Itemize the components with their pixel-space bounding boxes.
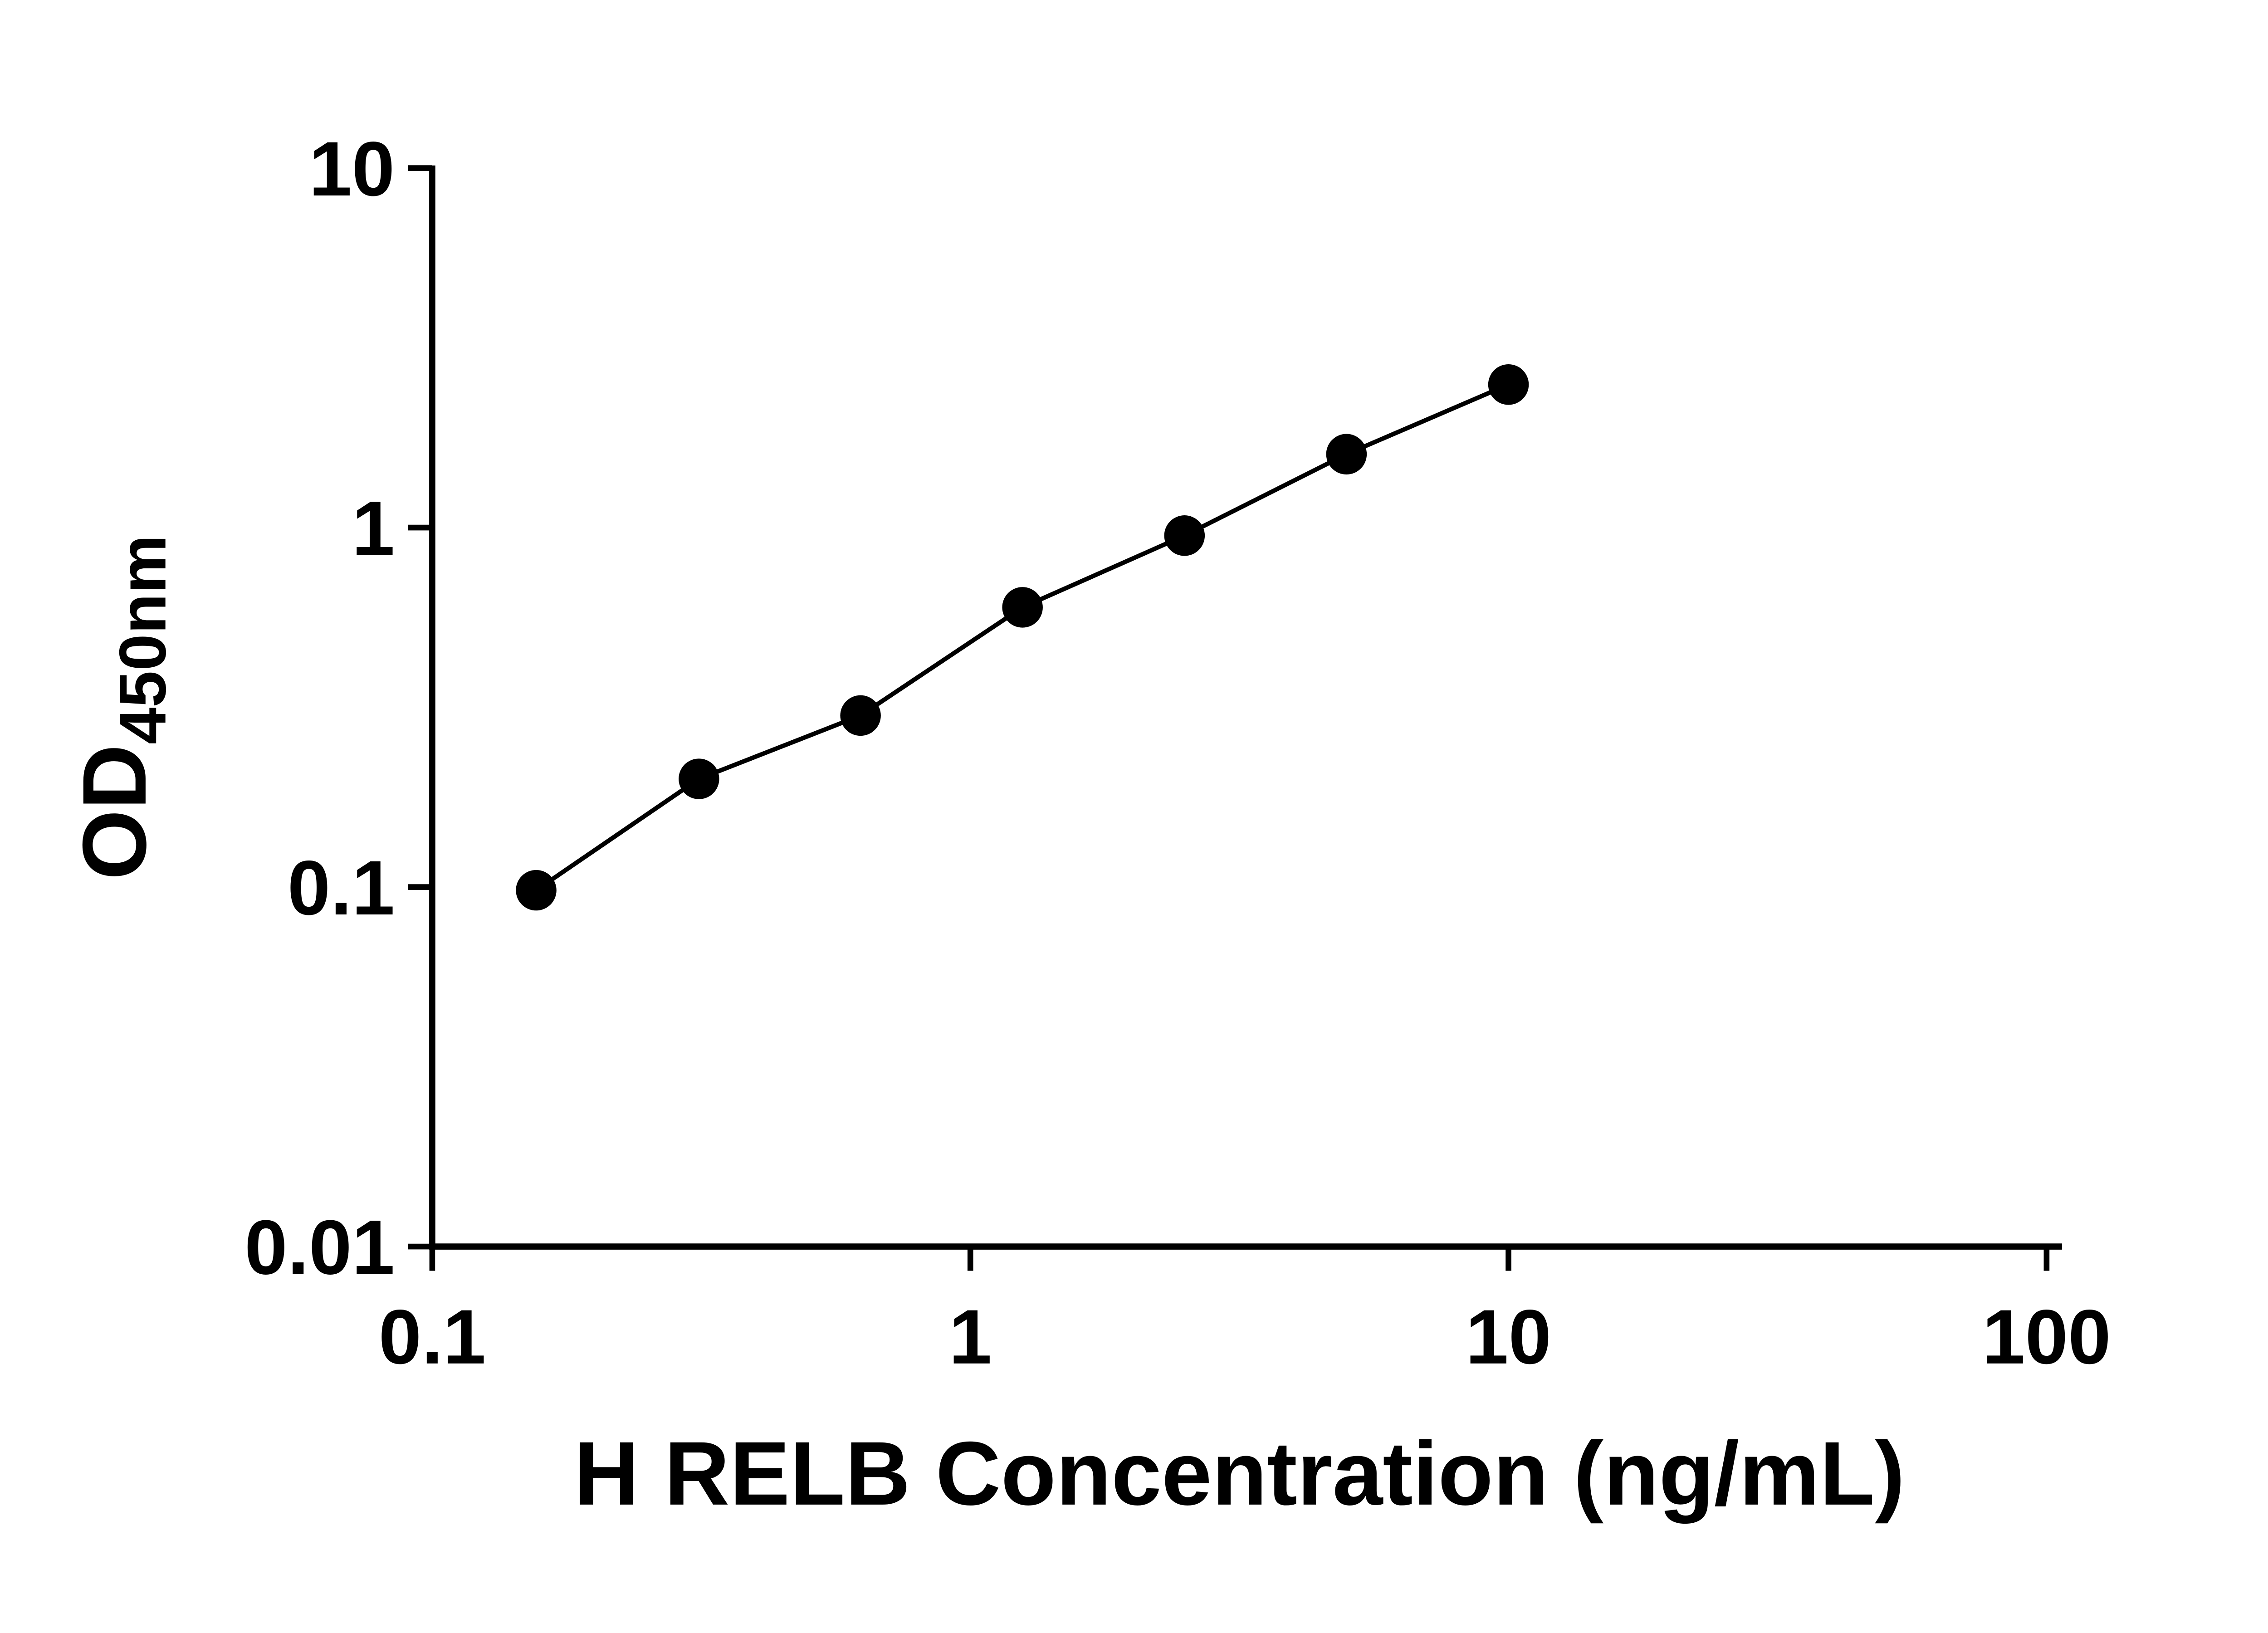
data-point [516, 870, 557, 911]
y-tick-label: 0.1 [288, 845, 395, 931]
x-tick-label: 0.1 [379, 1294, 486, 1380]
data-point [1002, 587, 1043, 628]
y-tick-label: 10 [309, 126, 395, 212]
data-point [1488, 364, 1529, 405]
y-tick-label: 1 [352, 485, 395, 572]
data-point [679, 758, 719, 799]
x-axis-title: H RELB Concentration (ng/mL) [574, 1423, 1905, 1524]
data-point [1326, 434, 1367, 475]
axes-spine [429, 165, 2062, 1250]
x-tick-label: 10 [1466, 1294, 1551, 1380]
y-tick-label: 0.01 [244, 1204, 395, 1291]
data-point [1164, 515, 1205, 556]
y-axis-title-main: OD [64, 744, 165, 880]
data-point [840, 695, 881, 736]
x-tick-label: 1 [949, 1294, 992, 1380]
x-tick-label: 100 [1982, 1294, 2111, 1380]
y-axis-title: OD450nm [64, 535, 180, 880]
y-axis-title-sub: 450nm [106, 535, 180, 744]
